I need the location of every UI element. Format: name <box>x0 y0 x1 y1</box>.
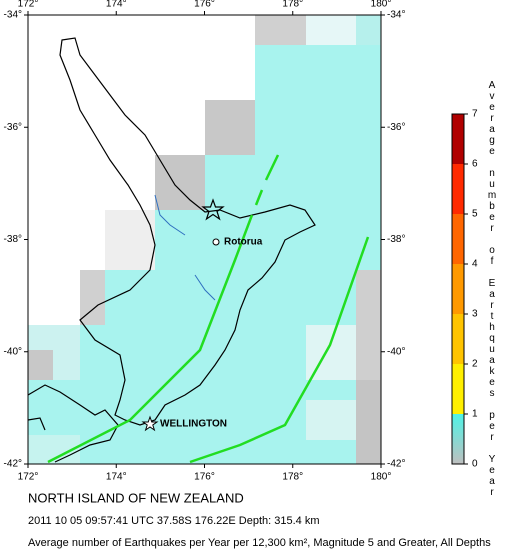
cell <box>28 270 80 325</box>
colorbar: Average number of Earthquakes per Year 0… <box>451 80 498 498</box>
colorbar-tick-label: 4 <box>472 259 478 270</box>
lat-label: -38° <box>4 234 22 245</box>
cell <box>306 400 356 440</box>
lat-label: -34° <box>387 10 405 21</box>
color-step <box>452 314 464 364</box>
cell <box>28 350 53 380</box>
lat-label: -36° <box>4 122 22 133</box>
plate-boundary <box>47 154 280 464</box>
color-step <box>452 364 464 414</box>
lon-label: 174° <box>106 0 127 10</box>
rivers <box>154 194 216 301</box>
lat-label: -42° <box>4 459 22 470</box>
colorbar-tick-label: 0 <box>472 459 478 470</box>
color-step <box>452 114 464 164</box>
lat-label: -40° <box>4 346 22 357</box>
place-label: WELLINGTON <box>160 419 227 430</box>
graticule: 172° 172° 174° 174° 176° 176° 178° 178° 180° 180°… <box>4 0 406 483</box>
lon-label: 172° <box>18 472 39 483</box>
color-step <box>452 164 464 214</box>
place-label: Rotorua <box>224 237 263 248</box>
colorbar-tick-label: 2 <box>472 359 478 370</box>
lat-label: -38° <box>387 234 405 245</box>
color-step <box>452 414 464 464</box>
lon-label: 176° <box>194 0 215 10</box>
city-marker <box>212 238 220 246</box>
lon-label: 180° <box>371 472 392 483</box>
plate-boundary <box>189 236 370 464</box>
cell <box>306 325 356 380</box>
cell <box>155 155 205 210</box>
colorbar-label: Average number of Earthquakes per Year <box>487 80 498 498</box>
epicenter-star <box>201 198 225 221</box>
cell <box>356 15 381 45</box>
colorbar-tick-label: 7 <box>472 109 478 120</box>
colorbar-tick-label: 6 <box>472 159 478 170</box>
cell <box>255 15 306 45</box>
event-info: 2011 10 05 09:57:41 UTC 37.58S 176.22E D… <box>28 515 320 527</box>
lat-label: -36° <box>387 122 405 133</box>
cell <box>306 15 356 45</box>
capital-marker <box>141 415 159 432</box>
lon-label: 178° <box>282 0 303 10</box>
colorbar-tick-label: 5 <box>472 209 478 220</box>
lon-label: 176° <box>194 472 215 483</box>
map-title: NORTH ISLAND OF NEW ZEALAND <box>28 490 244 505</box>
lat-label: -34° <box>4 10 22 21</box>
south-island-coast <box>27 384 119 463</box>
lon-label: 180° <box>371 0 392 10</box>
color-step <box>452 214 464 264</box>
colorbar-tick-label: 3 <box>472 309 478 320</box>
cell <box>356 270 381 380</box>
lon-label: 178° <box>282 472 303 483</box>
cell <box>356 380 381 464</box>
cell <box>105 210 155 270</box>
coastline <box>59 37 316 426</box>
lat-label: -42° <box>387 459 405 470</box>
lat-label: -40° <box>387 346 405 357</box>
colorbar-tick-label: 1 <box>472 409 478 420</box>
lon-label: 172° <box>18 0 39 10</box>
cell <box>205 100 255 155</box>
rate-cells <box>28 15 381 464</box>
caption: Average number of Earthquakes per Year p… <box>28 537 491 549</box>
colorbar-frame <box>451 113 465 465</box>
lon-label: 174° <box>106 472 127 483</box>
color-step <box>452 264 464 314</box>
map-area: Rotorua WELLINGTON <box>27 14 382 465</box>
